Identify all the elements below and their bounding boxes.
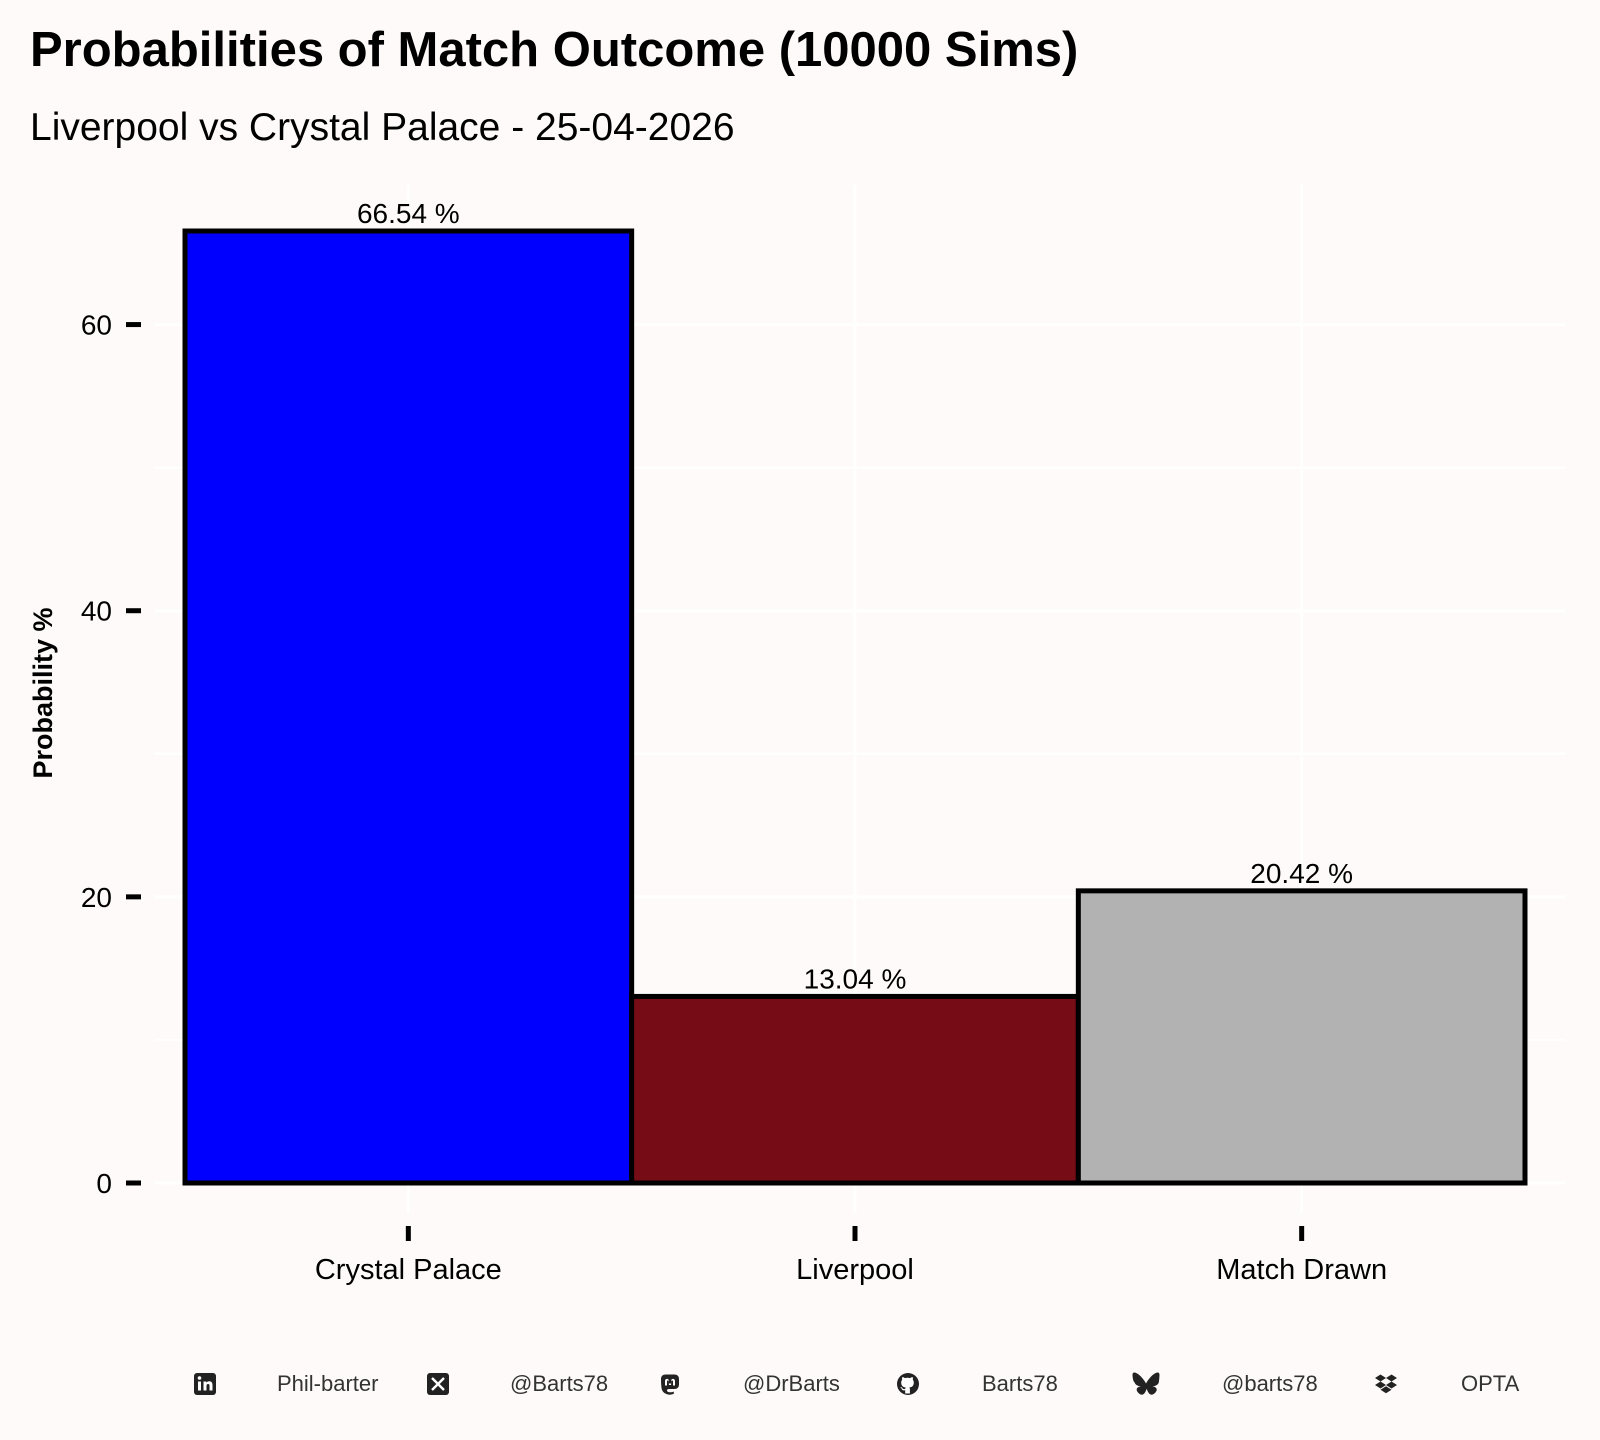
- linkedin-icon: [193, 1372, 217, 1396]
- x-tick-label: Liverpool: [796, 1254, 914, 1286]
- bar-liverpool: [629, 993, 1081, 1186]
- caption-dropbox-text: OPTA: [1461, 1371, 1520, 1396]
- caption-bluesky-text: @barts78: [1222, 1371, 1318, 1396]
- bar-match-drawn: [1075, 888, 1528, 1186]
- y-tick-label: 60: [81, 310, 112, 341]
- value-label: 66.54 %: [357, 198, 460, 229]
- caption-x-text: @Barts78: [510, 1371, 609, 1396]
- chart-title: Probabilities of Match Outcome (10000 Si…: [30, 23, 1079, 77]
- x-tick-label: Match Drawn: [1216, 1254, 1387, 1286]
- mastodon-icon: [658, 1372, 682, 1396]
- caption-github-text: Barts78: [982, 1371, 1058, 1396]
- bluesky-icon: [1132, 1372, 1160, 1396]
- y-tick-label: 0: [96, 1168, 112, 1199]
- x-icon: [426, 1372, 450, 1396]
- caption-bar: Phil-barter @Barts78 @DrBarts Barts78 @b…: [0, 1372, 1600, 1412]
- caption-mastodon-text: @DrBarts: [743, 1371, 840, 1396]
- axes: 0 20 40 60 Crystal Palace Liverpool Match Draw…: [81, 310, 1387, 1286]
- bar-crystal-palace: [182, 228, 635, 1186]
- dropbox-icon: [1374, 1372, 1398, 1396]
- value-label: 20.42 %: [1250, 858, 1353, 889]
- value-label: 13.04 %: [804, 963, 907, 994]
- bar-chart: 66.54 % 13.04 % 20.42 % 0 20 40 60 Crystal Pal…: [28, 198, 1528, 1286]
- y-tick-label: 40: [81, 596, 112, 627]
- y-tick-label: 20: [81, 882, 112, 913]
- y-axis-label: Probability %: [28, 607, 58, 778]
- caption-linkedin-text: Phil-barter: [277, 1371, 379, 1396]
- bars: 66.54 % 13.04 % 20.42 %: [182, 198, 1528, 1186]
- chart-subtitle: Liverpool vs Crystal Palace - 25-04-2026: [30, 106, 735, 149]
- github-icon: [896, 1372, 920, 1396]
- x-tick-label: Crystal Palace: [315, 1254, 502, 1286]
